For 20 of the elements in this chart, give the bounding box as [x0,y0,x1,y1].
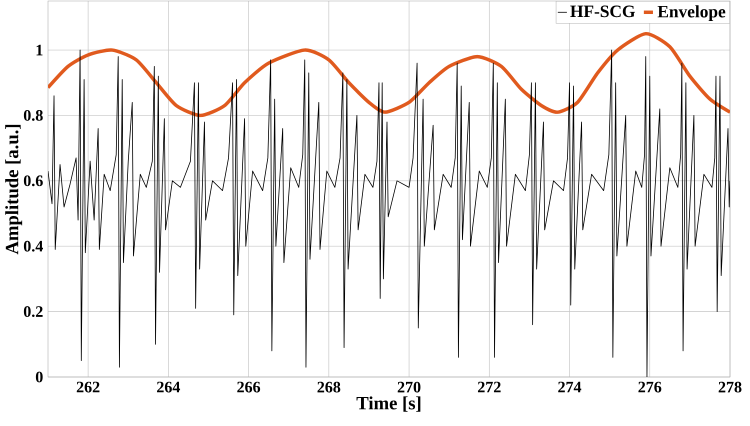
y-tick-label: 0.2 [24,306,43,318]
legend-label: Envelope [658,5,726,21]
x-axis-title: Time [s] [356,396,420,412]
line-series [48,32,730,118]
x-tick-label: 276 [638,382,662,392]
y-axis-title: Amplitude [a.u.] [5,124,22,254]
x-tick-label: 264 [157,382,180,392]
y-tick-label: 0 [36,372,43,382]
x-tick-label: 272 [478,382,501,392]
x-tick-label: 278 [718,382,742,392]
x-tick-label: 266 [237,382,260,392]
x-tick-label: 268 [317,382,340,392]
x-tick-label: 262 [76,382,100,392]
x-tick-label: 274 [558,382,582,392]
y-tick-label: 0.8 [24,110,43,121]
y-tick-label: 1 [36,44,42,56]
legend-label: HF-SCG [570,6,635,18]
x-tick-label: 270 [398,382,420,392]
y-tick-label: 0.4 [24,240,43,252]
y-tick-label: 0.6 [24,175,43,186]
